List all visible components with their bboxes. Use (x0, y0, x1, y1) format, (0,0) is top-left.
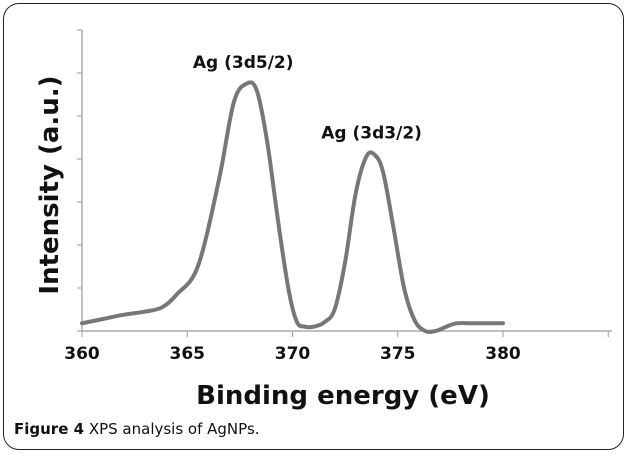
xps-spectrum-line (80, 80, 505, 334)
x-axis-title: Binding energy (eV) (196, 381, 490, 411)
figure-caption-text: XPS analysis of AgNPs. (84, 420, 260, 438)
figure-caption-label: Figure 4 (14, 420, 85, 438)
x-tick-label: 380 (485, 344, 521, 364)
x-tick-label: 365 (170, 344, 206, 364)
x-tick-label: 370 (275, 344, 311, 364)
x-tick-label: 375 (380, 344, 416, 364)
x-tick-label: 360 (64, 344, 100, 364)
peak-label-ag-3d3-2: Ag (3d3/2) (321, 124, 422, 144)
figure-frame (3, 3, 624, 450)
y-axis-title: Intensity (a.u.) (35, 75, 65, 294)
peak-label-ag-3d5-2: Ag (3d5/2) (193, 53, 294, 73)
figure-caption: Figure 4 XPS analysis of AgNPs. (14, 420, 260, 438)
